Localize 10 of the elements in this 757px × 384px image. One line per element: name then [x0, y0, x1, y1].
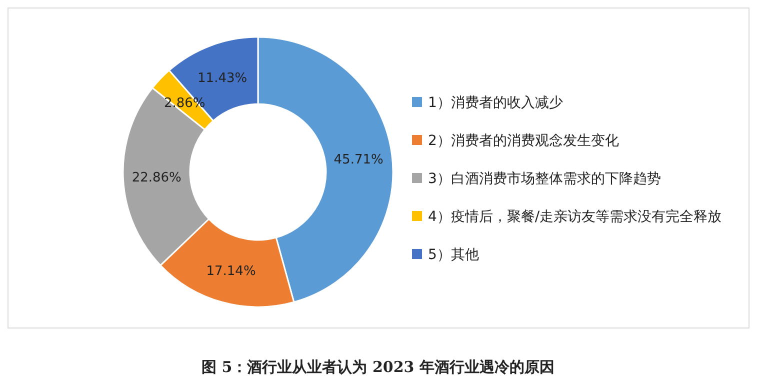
data-label: 17.14% — [206, 264, 256, 279]
legend-label: 5）其他 — [428, 247, 479, 263]
legend-label: 2）消费者的消费观念发生变化 — [428, 133, 619, 149]
legend-label: 4）疫情后，聚餐/走亲访友等需求没有完全释放 — [428, 209, 722, 225]
legend-label: 1）消费者的收入减少 — [428, 95, 563, 111]
text: 图 5：酒行业从业者认为 2023 年酒行业遇冷的原因 — [202, 358, 554, 376]
data-label: 11.43% — [198, 70, 248, 86]
legend-label: 3）白酒消费市场整体需求的下降趋势 — [428, 171, 661, 187]
data-label: 45.71% — [334, 152, 384, 168]
data-label: 22.86% — [132, 170, 182, 186]
